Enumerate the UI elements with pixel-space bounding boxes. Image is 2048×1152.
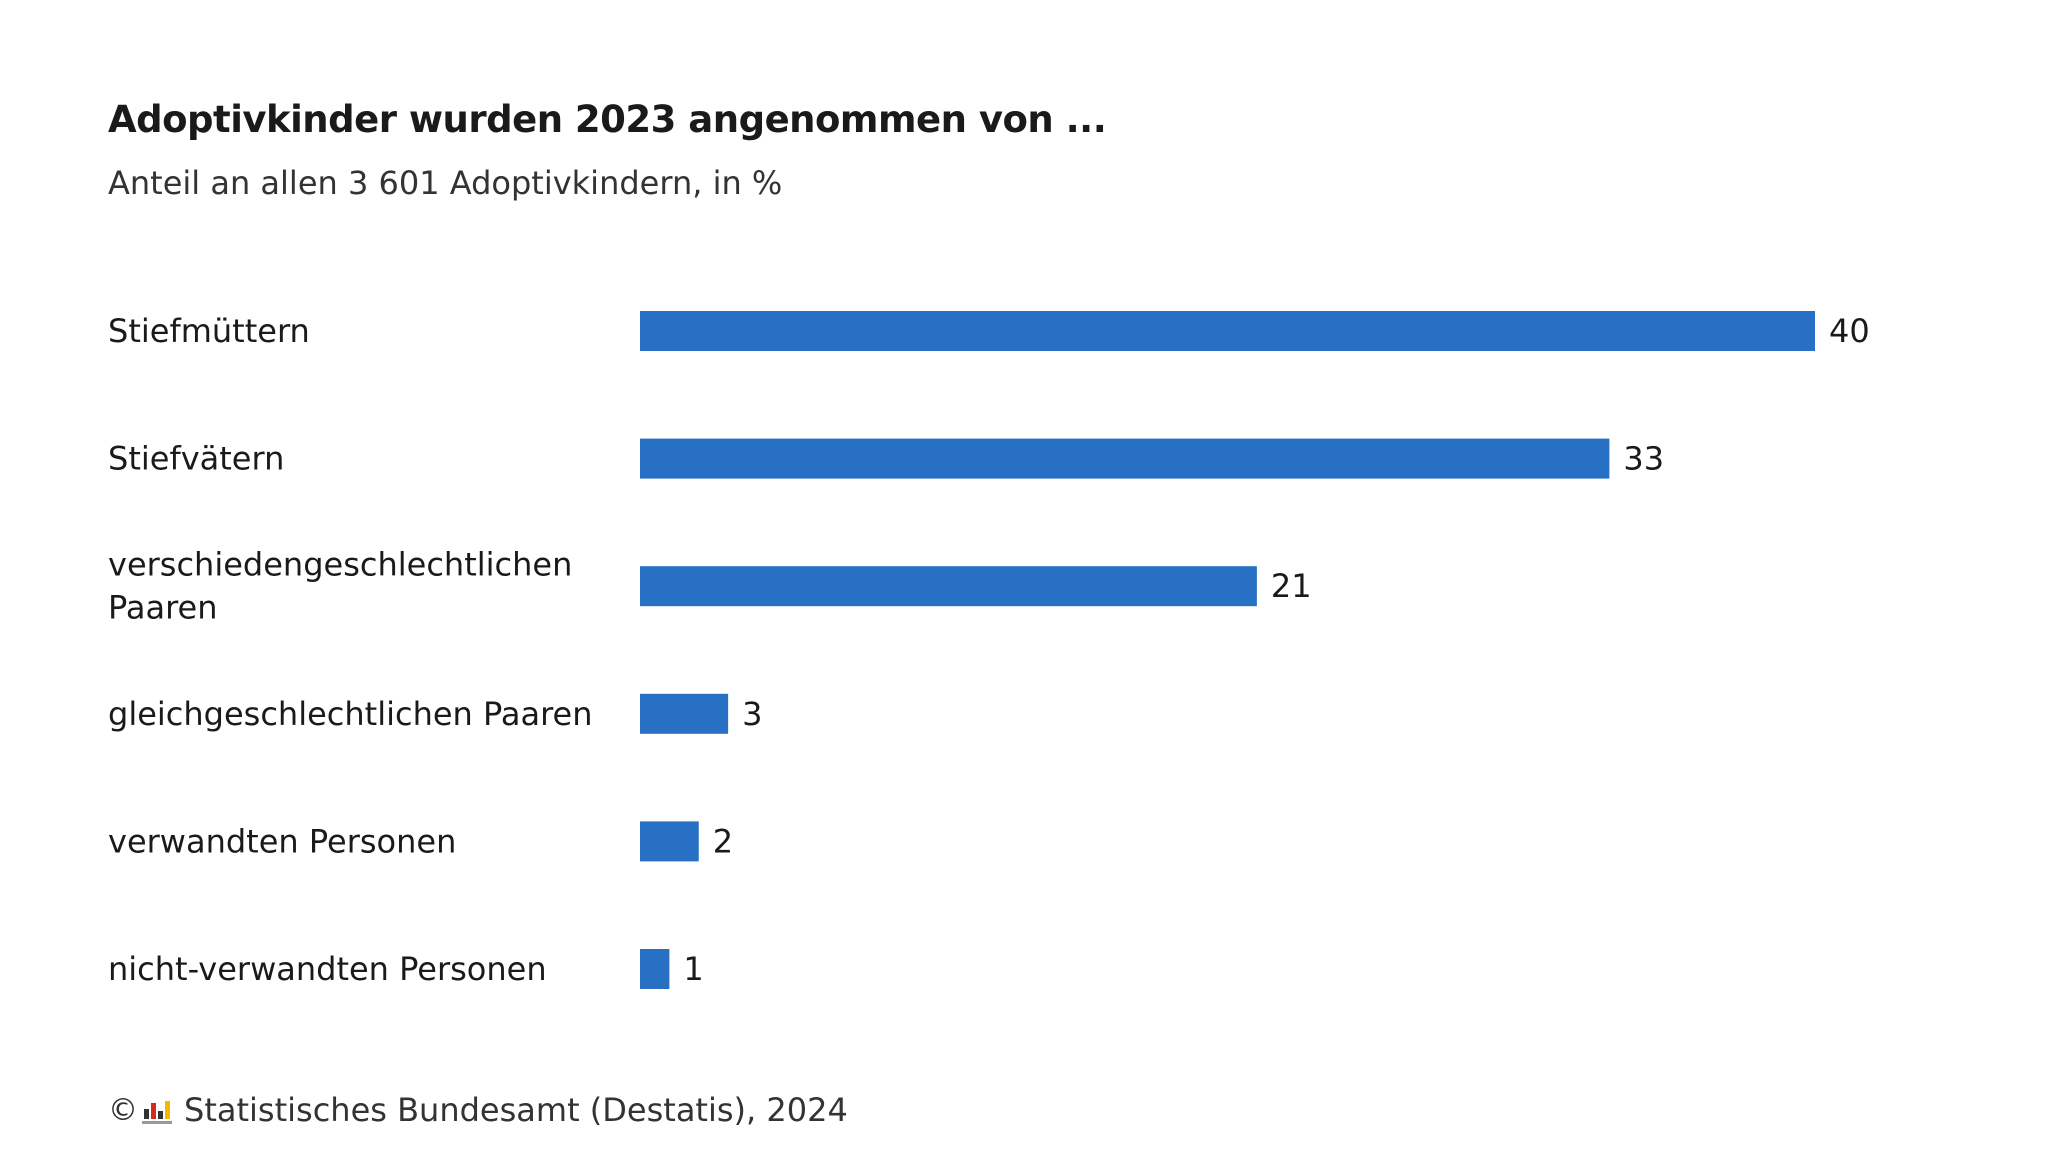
chart-title: Adoptivkinder wurden 2023 angenommen von… [108, 98, 1107, 141]
destatis-logo-icon [142, 1096, 172, 1124]
category-label: gleichgeschlechtlichen Paaren [108, 695, 593, 733]
bar [640, 311, 1815, 351]
category-label: verwandten Personen [108, 822, 456, 860]
bar [640, 693, 729, 734]
value-label: 21 [1271, 567, 1312, 605]
copyright-icon: © [108, 1092, 138, 1128]
value-label: 1 [683, 950, 703, 988]
source-text: Statistisches Bundesamt (Destatis), 2024 [184, 1091, 848, 1129]
value-label: 33 [1623, 440, 1664, 478]
source-footer: © Statistisches Bundesamt (Destatis), 20… [108, 1088, 848, 1132]
bar [640, 566, 1257, 607]
category-label: nicht-verwandten Personen [108, 950, 547, 988]
value-label: 40 [1829, 312, 1870, 350]
category-label: Stiefmüttern [108, 312, 310, 350]
bar [640, 949, 670, 989]
bar [640, 438, 1610, 479]
chart-subtitle: Anteil an allen 3 601 Adoptivkindern, in… [108, 164, 783, 202]
value-label: 2 [713, 822, 733, 860]
category-label: Stiefvätern [108, 440, 284, 478]
bar [640, 821, 699, 862]
category-label: verschiedengeschlechtlichen Paaren [108, 546, 572, 627]
value-label: 3 [742, 695, 762, 733]
